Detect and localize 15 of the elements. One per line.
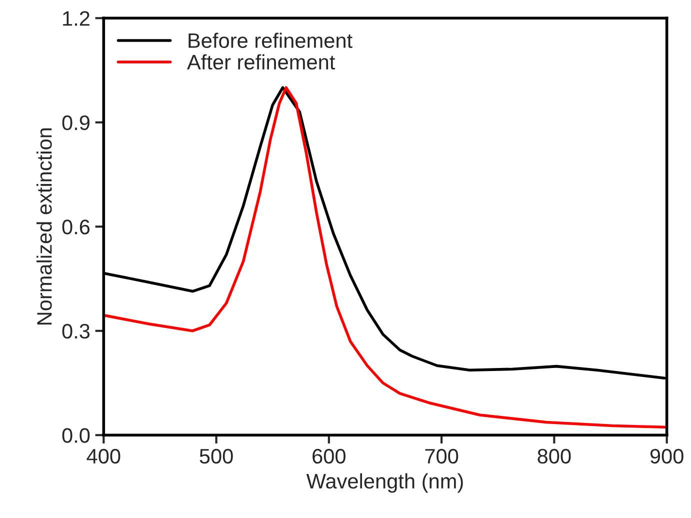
y-axis-title: Normalized extinction xyxy=(36,128,52,324)
y-tick-label: 0.9 xyxy=(62,115,90,130)
y-tick-label: 0.3 xyxy=(62,324,90,339)
x-tick-label: 400 xyxy=(86,448,120,464)
x-tick-label: 800 xyxy=(538,448,571,464)
x-axis-title: Wavelength (nm) xyxy=(306,473,463,493)
x-tick-label: 600 xyxy=(312,448,346,464)
y-tick-label: 0.6 xyxy=(62,220,90,234)
x-tick-label: 500 xyxy=(200,448,233,464)
y-tick-label: 1.2 xyxy=(63,11,90,26)
x-tick-label: 700 xyxy=(425,448,458,464)
legend-label: After refinement xyxy=(187,54,336,70)
legend-label: Before refinement xyxy=(188,32,352,48)
x-tick-label: 900 xyxy=(650,448,684,464)
y-tick-label: 0.0 xyxy=(62,428,90,443)
